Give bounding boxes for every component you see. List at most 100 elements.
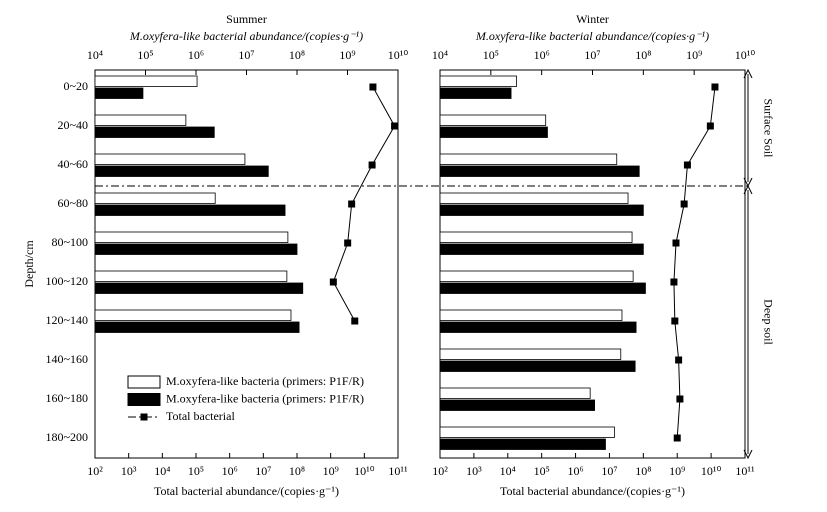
bar xyxy=(439,282,646,294)
panel-title: Winter xyxy=(576,12,609,26)
total-point xyxy=(711,83,719,91)
bar xyxy=(439,243,644,255)
bar xyxy=(439,321,637,333)
x-tick-label: 10¹⁰ xyxy=(388,48,409,62)
bar xyxy=(94,165,269,177)
x-tick-label: 10⁹ xyxy=(686,48,702,62)
bar xyxy=(94,87,144,99)
panel-title: Summer xyxy=(226,12,267,26)
legend-label: M.oxyfera-like bacteria (primers: P1F/R) xyxy=(166,391,364,405)
bar xyxy=(94,243,298,255)
x2-tick-label: 10⁹ xyxy=(669,464,685,478)
bar xyxy=(439,87,512,99)
region-label: Deep soil xyxy=(761,299,775,345)
bar xyxy=(94,192,216,204)
x2-tick-label: 10⁴ xyxy=(154,464,170,478)
total-line xyxy=(673,86,716,439)
bar xyxy=(439,399,596,411)
x2-tick-label: 10¹⁰ xyxy=(701,464,722,478)
bar xyxy=(94,114,187,126)
y-tick-label: 60~80 xyxy=(58,196,89,210)
y-tick-label: 140~160 xyxy=(46,352,89,366)
x2-tick-label: 10³ xyxy=(466,464,482,478)
x-tick-label: 10⁵ xyxy=(137,48,153,62)
arrow-head xyxy=(743,68,753,460)
total-point xyxy=(683,161,691,169)
x-tick-label: 10⁴ xyxy=(87,48,103,62)
x2-tick-label: 10⁶ xyxy=(567,464,583,478)
x-tick-label: 10⁸ xyxy=(635,48,651,62)
x2-tick-label: 10⁵ xyxy=(534,464,550,478)
x2-tick-label: 10⁶ xyxy=(222,464,238,478)
total-point xyxy=(348,200,356,208)
total-point xyxy=(369,83,377,91)
y-tick-label: 120~140 xyxy=(46,313,89,327)
x2-tick-label: 10² xyxy=(432,464,448,478)
bar xyxy=(439,192,629,204)
x-tick-label: 10⁷ xyxy=(584,48,600,62)
y-tick-label: 20~40 xyxy=(58,118,89,132)
x-tick-label: 10⁶ xyxy=(534,48,550,62)
legend-point xyxy=(140,413,148,421)
total-point xyxy=(351,317,359,325)
bar xyxy=(94,282,304,294)
total-point xyxy=(675,356,683,364)
bar xyxy=(439,204,644,216)
x-tick-label: 10⁵ xyxy=(483,48,499,62)
bar xyxy=(439,75,517,87)
bottom-axis-label: Total bacterial abundance/(copies·g⁻¹) xyxy=(154,484,339,498)
total-point xyxy=(670,278,678,286)
x-tick-label: 10¹⁰ xyxy=(735,48,756,62)
legend-label: M.oxyfera-like bacteria (primers: P1F/R) xyxy=(166,374,364,388)
bar xyxy=(94,270,288,282)
bar xyxy=(94,231,289,243)
total-point xyxy=(329,278,337,286)
x2-tick-label: 10² xyxy=(87,464,103,478)
x2-tick-label: 10¹¹ xyxy=(735,464,755,478)
legend-swatch xyxy=(127,375,161,389)
x-tick-label: 10⁸ xyxy=(289,48,305,62)
bar xyxy=(94,126,215,138)
total-point xyxy=(391,122,399,130)
bar xyxy=(439,438,606,450)
x-tick-label: 10⁶ xyxy=(188,48,204,62)
x-tick-label: 10⁴ xyxy=(432,48,448,62)
bar xyxy=(439,126,548,138)
x2-tick-label: 10³ xyxy=(121,464,137,478)
y-tick-label: 80~100 xyxy=(52,235,89,249)
x2-tick-label: 10⁷ xyxy=(255,464,271,478)
x2-tick-label: 10⁵ xyxy=(188,464,204,478)
total-point xyxy=(344,239,352,247)
legend-swatch xyxy=(127,393,161,406)
bar xyxy=(439,165,640,177)
x2-tick-label: 10¹⁰ xyxy=(354,464,375,478)
bar xyxy=(94,204,286,216)
x2-tick-label: 10⁹ xyxy=(323,464,339,478)
total-point xyxy=(680,200,688,208)
x-tick-label: 10⁷ xyxy=(238,48,254,62)
bar xyxy=(439,387,591,399)
bar xyxy=(439,348,622,360)
x2-tick-label: 10¹¹ xyxy=(388,464,408,478)
bar xyxy=(439,360,636,372)
bar xyxy=(94,153,246,165)
y-tick-label: 180~200 xyxy=(46,430,89,444)
region-label: Surface Soil xyxy=(761,99,775,159)
legend-label: Total bacterial xyxy=(166,409,235,423)
top-axis-label: M.oxyfera-like bacterial abundance/(copi… xyxy=(475,29,709,43)
x2-tick-label: 10⁸ xyxy=(289,464,305,478)
top-axis-label: M.oxyfera-like bacterial abundance/(copi… xyxy=(129,29,363,43)
bar xyxy=(94,75,198,87)
bar xyxy=(439,270,634,282)
bar xyxy=(439,309,623,321)
y-tick-label: 0~20 xyxy=(64,79,89,93)
x2-tick-label: 10⁷ xyxy=(601,464,617,478)
bar xyxy=(439,153,618,165)
total-line xyxy=(332,86,396,322)
total-point xyxy=(673,434,681,442)
y-tick-label: 160~180 xyxy=(46,391,89,405)
bar xyxy=(439,114,547,126)
y-tick-label: 100~120 xyxy=(46,274,89,288)
y-axis-label: Depth/cm xyxy=(22,240,36,288)
